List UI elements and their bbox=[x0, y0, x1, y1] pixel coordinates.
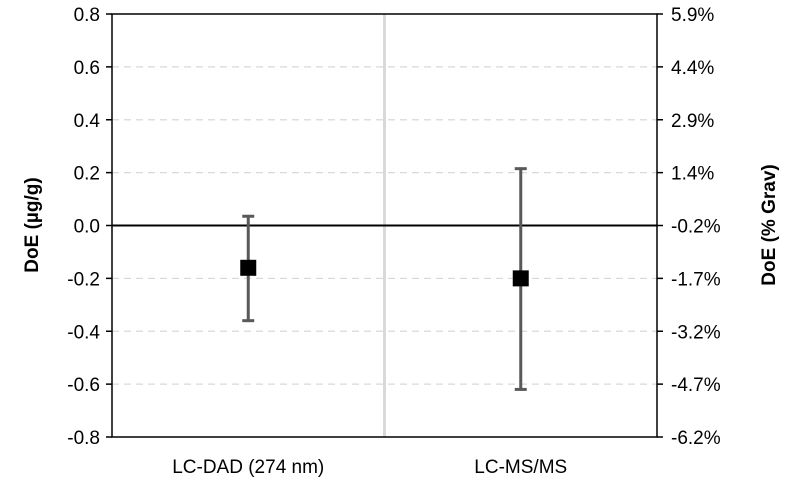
left-tick-label: -0.4 bbox=[67, 322, 100, 343]
left-tick-label: 0.8 bbox=[74, 5, 100, 26]
category-label: LC-DAD (274 nm) bbox=[172, 457, 324, 478]
left-tick-label: -0.2 bbox=[67, 269, 100, 290]
y-axis-label-right: DoE (% Grav) bbox=[759, 164, 780, 285]
right-tick-label: -0.2% bbox=[671, 217, 721, 238]
left-axis-ticks: -0.8 -0.6 -0.4 -0.2 0.0 0.2 0.4 0.6 0.8 bbox=[67, 5, 112, 449]
right-tick-label: 4.4% bbox=[671, 58, 714, 79]
data-marks bbox=[240, 167, 529, 391]
gridlines bbox=[112, 66, 657, 385]
left-tick-label: 0.2 bbox=[74, 164, 100, 185]
left-tick-label: -0.6 bbox=[67, 375, 100, 396]
left-tick-label: 0.6 bbox=[74, 58, 100, 79]
right-tick-label: 5.9% bbox=[671, 5, 714, 26]
category-labels: LC-DAD (274 nm) LC-MS/MS bbox=[172, 457, 567, 478]
right-tick-label: -4.7% bbox=[671, 375, 721, 396]
right-tick-label: -6.2% bbox=[671, 428, 721, 449]
right-tick-label: 1.4% bbox=[671, 164, 714, 185]
y-axis-label-left: DoE (µg/g) bbox=[22, 177, 43, 272]
category-label: LC-MS/MS bbox=[474, 457, 567, 478]
right-tick-label: -3.2% bbox=[671, 322, 721, 343]
right-tick-label: 2.9% bbox=[671, 111, 714, 132]
right-axis-ticks: -6.2% -4.7% -3.2% -1.7% -0.2% 1.4% 2.9% 4.4% 5.9… bbox=[657, 5, 721, 449]
left-tick-label: 0.4 bbox=[74, 111, 101, 132]
data-point-marker bbox=[512, 270, 529, 287]
data-point-marker bbox=[240, 259, 257, 276]
left-tick-label: 0.0 bbox=[74, 217, 100, 238]
left-tick-label: -0.8 bbox=[67, 428, 100, 449]
right-tick-label: -1.7% bbox=[671, 269, 721, 290]
